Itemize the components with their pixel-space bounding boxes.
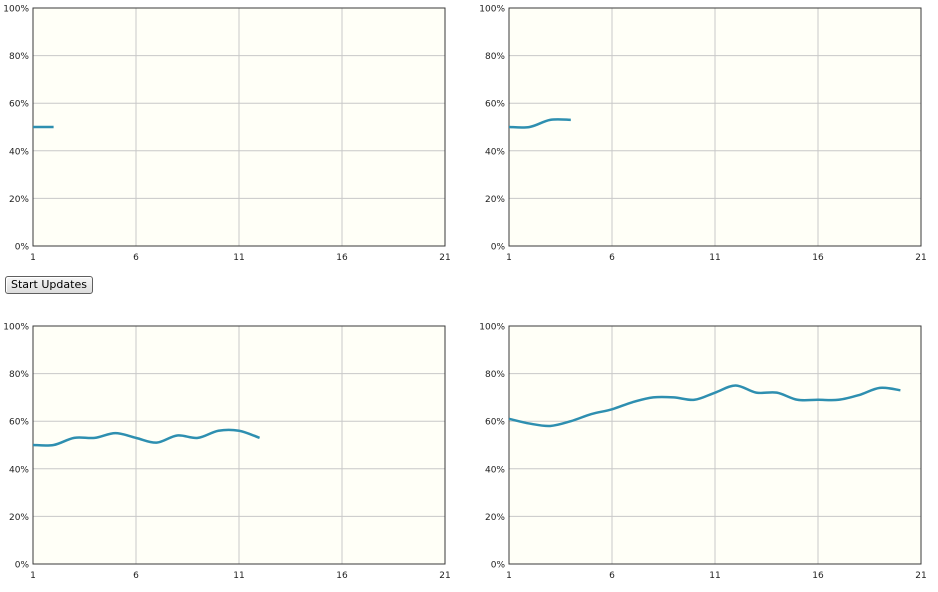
x-tick-label: 1 bbox=[30, 571, 36, 581]
y-tick-label: 0% bbox=[491, 561, 506, 571]
y-tick-label: 40% bbox=[485, 465, 505, 475]
y-tick-label: 60% bbox=[9, 100, 29, 110]
chart-svg: 0%20%40%60%80%100%1 6 11 16 21 bbox=[479, 323, 926, 582]
x-tick-label: 6 bbox=[133, 253, 139, 263]
x-tick-label: 6 bbox=[609, 253, 615, 263]
chart-bottom-left: 0% 20% 40% 60% 80% 100% 1 6 11 16 21 bbox=[0, 318, 460, 590]
x-tick-label: 11 bbox=[709, 253, 720, 263]
y-tick-label: 60% bbox=[9, 418, 29, 428]
x-tick-label: 16 bbox=[812, 571, 824, 581]
x-tick-label: 6 bbox=[133, 571, 139, 581]
y-tick-label: 80% bbox=[9, 370, 29, 380]
y-tick-label: 60% bbox=[485, 100, 505, 110]
x-tick-label: 16 bbox=[336, 253, 348, 263]
chart-svg: 0%20%40%60%80%100%1 6 11 16 21 bbox=[3, 5, 450, 264]
series-line bbox=[32, 428, 261, 447]
y-tick-label: 100% bbox=[479, 5, 505, 15]
x-tick-label: 1 bbox=[506, 571, 512, 581]
y-tick-label: 0% bbox=[15, 561, 30, 571]
y-tick-label: 40% bbox=[9, 147, 29, 157]
plot-border bbox=[508, 325, 922, 565]
y-tick-label: 40% bbox=[485, 147, 505, 157]
y-tick-label: 20% bbox=[9, 513, 29, 523]
x-tick-label: 21 bbox=[439, 571, 450, 581]
y-tick-label: 80% bbox=[485, 370, 505, 380]
y-tick-label: 60% bbox=[485, 418, 505, 428]
chart-bottom-right: 0% 20% 40% 60% 80% 100% 1 6 11 16 21 bbox=[476, 318, 936, 590]
start-updates-button[interactable]: Start Updates bbox=[5, 276, 93, 294]
y-tick-label: 80% bbox=[485, 52, 505, 62]
x-tick-label: 11 bbox=[233, 571, 244, 581]
x-tick-label: 21 bbox=[439, 253, 450, 263]
series-line bbox=[508, 118, 571, 129]
x-tick-label: 21 bbox=[915, 253, 926, 263]
x-tick-label: 6 bbox=[609, 571, 615, 581]
chart-top-right: 0% 20% 40% 60% 80% 100% 1 6 11 16 21 bbox=[476, 0, 936, 272]
x-tick-label: 16 bbox=[812, 253, 824, 263]
chart-top-left: 0% 20% 40% 60% 80% 100% 1 6 11 16 21 bbox=[0, 0, 460, 272]
y-tick-label: 20% bbox=[9, 195, 29, 205]
x-tick-label: 11 bbox=[709, 571, 720, 581]
x-tick-label: 16 bbox=[336, 571, 348, 581]
y-tick-label: 20% bbox=[485, 513, 505, 523]
x-tick-label: 1 bbox=[30, 253, 36, 263]
y-tick-label: 100% bbox=[3, 5, 29, 15]
x-tick-label: 1 bbox=[506, 253, 512, 263]
y-tick-label: 40% bbox=[9, 465, 29, 475]
y-tick-label: 20% bbox=[485, 195, 505, 205]
x-tick-label: 11 bbox=[233, 253, 244, 263]
chart-svg: 0%20%40%60%80%100%1 6 11 16 21 bbox=[479, 5, 926, 264]
y-tick-label: 100% bbox=[479, 323, 505, 333]
y-tick-label: 80% bbox=[9, 52, 29, 62]
series-line bbox=[508, 384, 901, 428]
y-tick-label: 0% bbox=[15, 243, 30, 253]
y-tick-label: 100% bbox=[3, 323, 29, 333]
chart-svg: 0%20%40%60%80%100%1 6 11 16 21 bbox=[3, 323, 450, 582]
y-tick-label: 0% bbox=[491, 243, 506, 253]
x-tick-label: 21 bbox=[915, 571, 926, 581]
